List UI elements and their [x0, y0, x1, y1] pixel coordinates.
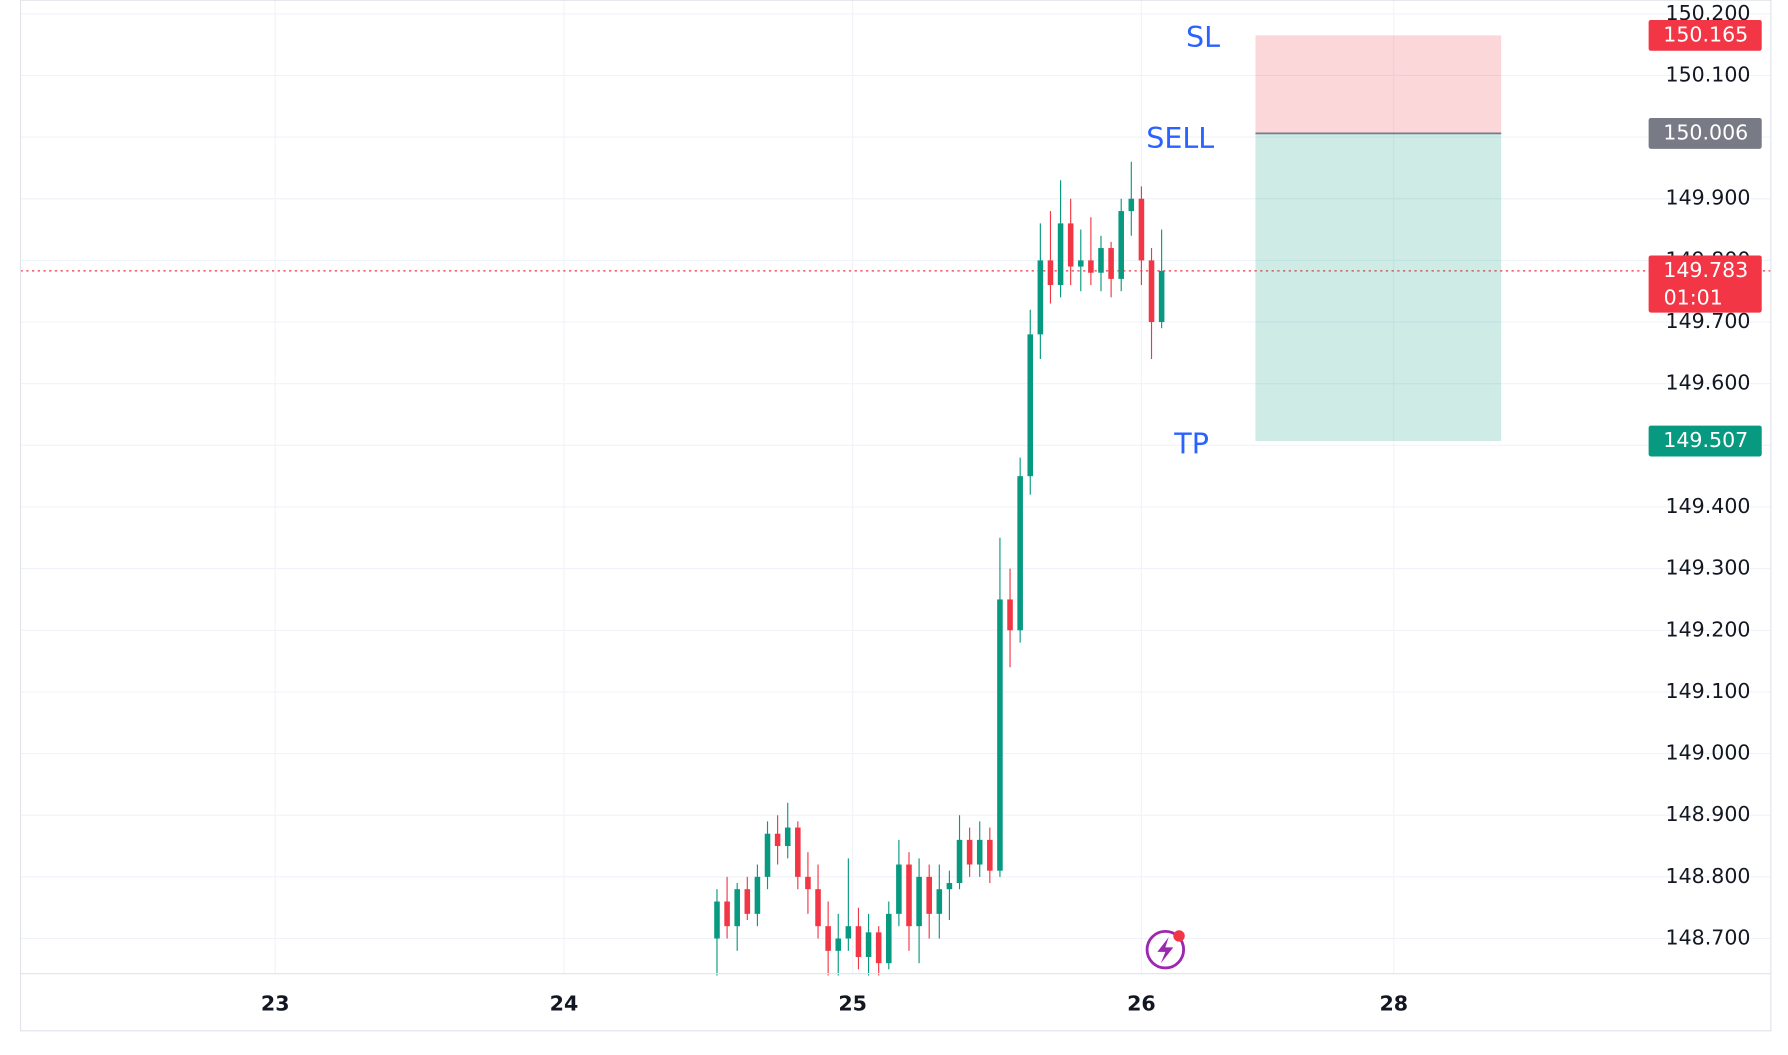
stop-label: SL — [1186, 20, 1220, 54]
stop-zone — [1255, 35, 1502, 134]
candle-body — [997, 599, 1003, 871]
x-tick-label: 23 — [261, 991, 290, 1015]
candle-body — [1067, 223, 1074, 267]
target-badge — [1648, 425, 1762, 457]
candle-body — [795, 827, 801, 877]
candle-body — [926, 876, 932, 914]
grid — [20, 0, 1771, 974]
candle-body — [1057, 223, 1064, 286]
candle-body — [1047, 260, 1054, 286]
candle-body — [825, 926, 831, 951]
stop-badge-text: 150.165 — [1663, 22, 1748, 46]
y-tick-label: 149.000 — [1666, 741, 1751, 765]
candle-body — [906, 864, 912, 927]
candle-body — [815, 889, 821, 927]
y-tick-label: 148.800 — [1666, 864, 1751, 888]
candle-body — [936, 889, 943, 914]
candle-body — [734, 889, 740, 927]
labels: 148.700 148.800 148.900 149.000 149.100 149.2… — [261, 1, 1762, 1015]
y-tick-label: 148.700 — [1666, 926, 1751, 950]
candle-body — [855, 926, 862, 957]
y-tick-label: 149.900 — [1666, 186, 1751, 210]
x-tick-label: 26 — [1127, 991, 1156, 1015]
candle-body — [1158, 270, 1165, 323]
candle-body — [976, 839, 983, 865]
target-label: TP — [1173, 427, 1209, 461]
side-label: SELL — [1146, 121, 1214, 155]
candle-body — [724, 901, 730, 927]
candle-body — [835, 938, 842, 951]
x-tick-label: 28 — [1379, 991, 1408, 1015]
candle-body — [956, 839, 963, 884]
candle-body — [1098, 248, 1104, 273]
candle-body — [1118, 211, 1124, 279]
y-tick-label: 150.200 — [1666, 1, 1751, 25]
candle-body — [1128, 198, 1135, 212]
position-tool[interactable] — [1255, 35, 1502, 442]
target-zone — [1255, 133, 1502, 442]
candle-body — [865, 932, 872, 957]
candle-body — [885, 913, 892, 964]
candle-body — [896, 864, 902, 914]
y-tick-label: 149.700 — [1666, 309, 1751, 333]
candle-body — [1017, 476, 1023, 631]
candle-body — [845, 926, 852, 939]
alert-icon[interactable] — [1145, 929, 1186, 970]
entry-badge-text: 150.006 — [1663, 120, 1748, 144]
candle-body — [774, 833, 781, 847]
candle-body — [875, 932, 882, 964]
candle-body — [764, 833, 771, 877]
candle-body — [784, 827, 791, 847]
entry-badge — [1648, 117, 1762, 149]
candle-body — [916, 876, 922, 927]
candle-body — [1138, 198, 1145, 261]
candle-body — [714, 901, 720, 939]
candle-body — [1007, 599, 1013, 631]
candles — [714, 161, 1165, 976]
candle-body — [1078, 260, 1084, 267]
y-tick-label: 149.600 — [1666, 371, 1751, 395]
stop-badge — [1648, 19, 1762, 51]
candle-body — [1037, 260, 1044, 335]
y-tick-label: 149.200 — [1666, 617, 1751, 641]
candle-body — [966, 839, 973, 865]
candle-body — [1027, 334, 1034, 477]
last-price-badge — [1648, 255, 1762, 313]
x-tick-label: 24 — [550, 991, 579, 1015]
last-price-badge-text: 149.783 — [1663, 258, 1748, 282]
target-badge-text: 149.507 — [1663, 428, 1748, 452]
y-tick-label: 149.400 — [1666, 494, 1751, 518]
candle-body — [754, 876, 761, 914]
y-tick-label: 148.900 — [1666, 802, 1751, 826]
y-tick-label: 150.100 — [1666, 62, 1751, 86]
candle-body — [1088, 260, 1094, 273]
candle-body — [1148, 260, 1155, 323]
candle-body — [946, 883, 953, 890]
y-tick-label: 149.100 — [1666, 679, 1751, 703]
candle-body — [805, 876, 811, 890]
countdown: 01:01 — [1664, 285, 1723, 309]
candle-body — [987, 839, 993, 871]
y-tick-label: 149.300 — [1666, 556, 1751, 580]
candle-body — [744, 889, 751, 914]
candle-body — [1108, 248, 1114, 279]
chart-frame — [19, 0, 1772, 1032]
x-tick-label: 25 — [838, 991, 867, 1015]
